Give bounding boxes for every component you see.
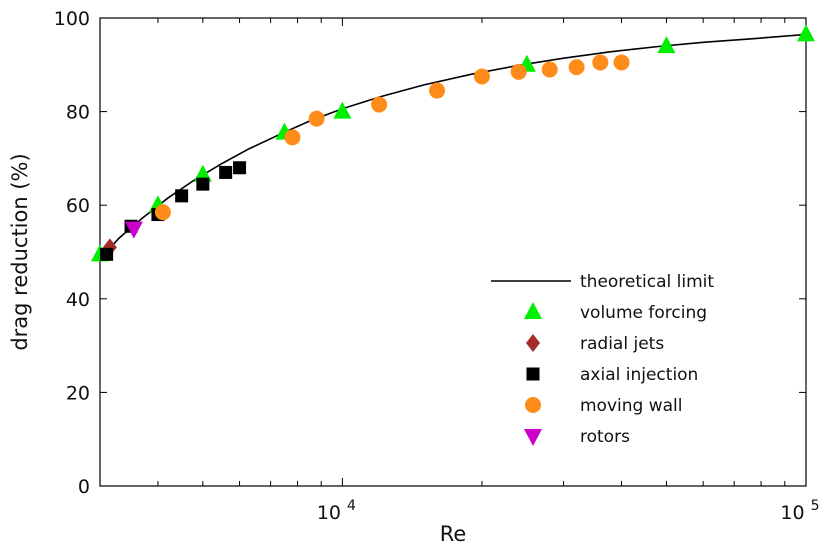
axial-injection-point [175,189,189,203]
x-tick-label: 10 5 [780,498,819,524]
axial-injection-point [196,177,210,191]
y-tick-label: 80 [66,102,90,124]
data-markers [91,24,815,262]
volume-forcing-point [193,164,212,182]
legend-box [482,262,740,460]
legend-label-moving-wall: moving wall [580,396,682,416]
axial-injection-point [233,161,247,175]
y-tick-label: 40 [66,289,90,311]
moving-wall-point [541,61,558,78]
legend-label-radial-jets: radial jets [580,334,664,354]
y-tick-label: 0 [78,476,90,498]
theoretical-limit-layer [99,33,807,260]
legend-label-volume-forcing: volume forcing [580,303,707,323]
axial-injection-point [100,247,114,261]
x-tick-label: 10 4 [317,498,356,524]
moving-wall-point [473,68,490,85]
legend: theoretical limit volume forcing radial je… [482,262,740,460]
legend-swatch-rotors [524,429,542,446]
volume-forcing-point [657,36,676,54]
y-tick-label: 60 [66,195,90,217]
moving-wall-point [284,129,301,146]
moving-wall-point [510,63,527,80]
rotors-point [124,221,143,239]
moving-wall-point [592,54,609,71]
axial-injection-point [219,165,233,179]
legend-swatch-axial-injection [526,367,540,381]
moving-wall-point [308,110,325,127]
x-axis-label: Re [440,522,467,546]
volume-forcing-point [797,24,815,42]
moving-wall-point [154,204,171,221]
legend-swatch-moving-wall [525,397,541,413]
volume-forcing-point [333,101,352,119]
legend-label-theoretical-limit: theoretical limit [580,272,714,292]
legend-swatch-radial-jets [526,334,540,352]
moving-wall-point [429,82,446,99]
y-axis-label: drag reduction (%) [8,153,32,350]
moving-wall-point [568,59,585,76]
y-tick-label: 100 [54,8,90,30]
legend-label-axial-injection: axial injection [580,365,698,385]
theoretical-limit-line [99,33,807,260]
moving-wall-point [613,54,630,71]
axis-ticks: 0 20 40 60 80 100 10 4 10 5 [54,8,820,524]
legend-swatch-volume-forcing [524,302,542,319]
y-tick-label: 20 [66,382,90,404]
legend-label-rotors: rotors [580,427,630,447]
moving-wall-point [371,96,388,113]
